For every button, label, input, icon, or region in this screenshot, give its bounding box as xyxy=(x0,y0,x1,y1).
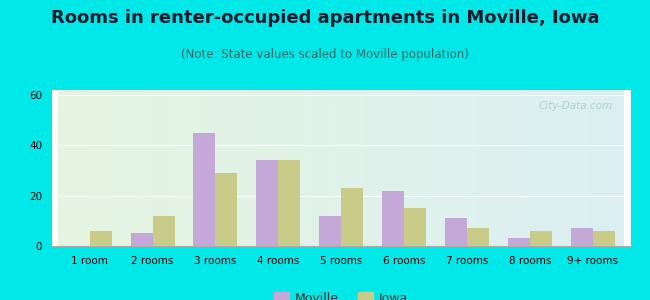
Text: Rooms in renter-occupied apartments in Moville, Iowa: Rooms in renter-occupied apartments in M… xyxy=(51,9,599,27)
Bar xyxy=(445,218,467,246)
Text: City-Data.com: City-Data.com xyxy=(539,101,613,111)
Bar xyxy=(90,231,112,246)
Text: (Note: State values scaled to Moville population): (Note: State values scaled to Moville po… xyxy=(181,48,469,61)
Bar xyxy=(593,231,615,246)
Bar xyxy=(194,133,216,246)
Bar xyxy=(571,228,593,246)
Bar xyxy=(404,208,426,246)
Bar xyxy=(508,238,530,246)
Bar xyxy=(131,233,153,246)
Bar xyxy=(153,216,175,246)
Bar xyxy=(530,231,552,246)
Bar xyxy=(341,188,363,246)
Bar xyxy=(319,216,341,246)
Bar xyxy=(382,190,404,246)
Bar xyxy=(467,228,489,246)
Bar xyxy=(216,173,237,246)
Bar xyxy=(278,160,300,246)
Legend: Moville, Iowa: Moville, Iowa xyxy=(269,286,413,300)
Bar xyxy=(256,160,278,246)
